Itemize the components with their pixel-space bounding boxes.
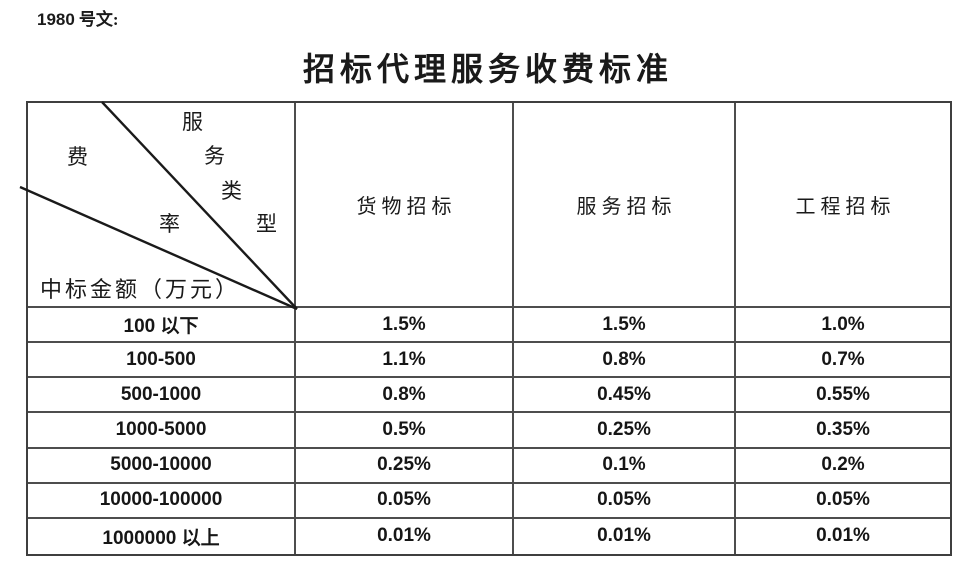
rate-cell: 0.01% [296,518,514,554]
rate-cell: 0.8% [514,343,736,379]
rate-cell: 0.01% [514,518,736,554]
rate-cell: 0.25% [296,448,514,484]
amount-range-cell: 100-500 [28,343,296,379]
rate-cell: 0.8% [296,378,514,414]
rate-cell: 0.35% [736,413,950,449]
corner-service-type-char: 型 [256,212,277,236]
rate-cell: 0.01% [816,525,870,547]
rate-cell: 0.05% [296,483,514,519]
rate-cell: 0.05% [514,483,736,519]
corner-service-type-char: 类 [221,179,242,203]
corner-service-type-char: 务 [204,144,225,168]
corner-header-cell: 服 务 类 型 费 率 中标金额（万元） [19,101,298,311]
rate-cell: 0.7% [736,343,950,379]
doc-reference-number: 1980 [37,10,75,29]
fee-table: 服 务 类 型 费 率 中标金额（万元） 货物招标 服务招标 工程招标 100 … [19,101,952,556]
rate-cell: 0.45% [514,378,736,414]
rate-cell: 1.5% [514,308,736,344]
corner-fee-rate-char: 费 [67,145,88,169]
rate-cell: 0.05% [736,484,950,519]
column-header-engineering: 工程招标 [736,103,950,308]
amount-range-cell: 5000-10000 [28,448,296,484]
amount-axis-label: 中标金额（万元） [40,277,241,302]
rate-cell: 1.1% [296,343,514,379]
rate-cell: 0.5% [296,413,514,449]
corner-fee-rate-char: 率 [159,212,180,236]
rate-cell: 0.55% [736,378,950,414]
diagonal-divider-lines [19,101,298,311]
amount-range-cell: 1000000 以上 [28,518,296,554]
doc-reference-suffix: 号文: [78,10,119,29]
amount-range-cell: 1000-5000 [28,413,296,449]
corner-service-type-char: 服 [182,110,203,134]
rate-cell: 0.1% [514,448,736,484]
amount-range-cell: 500-1000 [28,378,296,414]
rate-cell: 1.5% [296,308,514,344]
column-header-service: 服务招标 [514,103,736,308]
column-header-goods: 货物招标 [296,103,514,308]
amount-range-cell: 100 以下 [28,308,296,344]
rate-cell: 0.25% [514,413,736,449]
doc-reference: 1980 号文: [37,5,119,30]
page-title: 招标代理服务收费标准 [302,51,673,87]
rate-cell: 0.2% [736,449,950,484]
rate-cell: 1.0% [736,308,950,344]
amount-range-cell: 10000-100000 [28,483,296,519]
